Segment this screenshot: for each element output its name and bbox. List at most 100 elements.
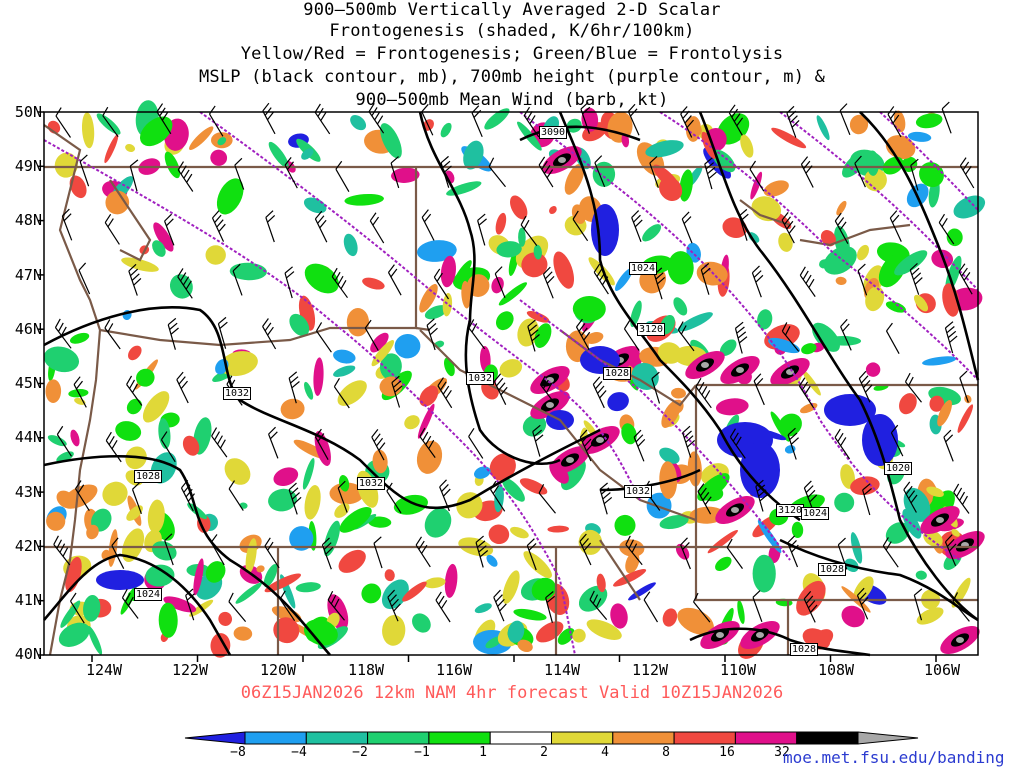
shade-blob (800, 402, 818, 414)
shade-blob (498, 282, 528, 306)
wind-barb (185, 588, 195, 621)
wind-barb (264, 537, 280, 569)
shade-frontolysis (862, 414, 898, 466)
shade-blob (219, 351, 258, 377)
shade-blob (642, 224, 662, 242)
wind-barb (545, 591, 556, 623)
wind-barb (468, 428, 484, 459)
shade-blob (850, 476, 880, 495)
shade-blob (801, 343, 817, 355)
shade-frontolysis (824, 394, 876, 426)
shade-blob (268, 141, 289, 168)
shade-blob (856, 244, 870, 261)
shade-core-max (956, 637, 964, 643)
wind-barb (167, 317, 179, 350)
source-url: moe.met.fsu.edu/banding (783, 748, 1005, 767)
wind-barb (623, 320, 640, 351)
title-line-4: MSLP (black contour, mb), 700mb height (… (198, 67, 826, 87)
shade-blob (382, 615, 406, 646)
shade-blob (572, 295, 606, 322)
wind-barb (56, 425, 73, 457)
shade-blob (302, 457, 315, 490)
shade-blob (673, 297, 688, 316)
shade-blob (391, 167, 420, 183)
shade-blob (334, 503, 350, 518)
shade-blob (393, 494, 428, 515)
wind-barb (176, 371, 189, 404)
shade-blob (69, 332, 90, 344)
wind-barb (542, 266, 555, 299)
shade-blob (645, 140, 684, 158)
shade-core-max (596, 437, 604, 443)
shade-blob (621, 423, 637, 445)
wind-barb (70, 592, 85, 624)
shade-blob (614, 514, 636, 536)
wind-barb (435, 591, 451, 623)
wind-barb (787, 535, 799, 568)
wind-barb (177, 268, 193, 299)
wind-barb (477, 213, 487, 246)
wind-barb (335, 160, 350, 192)
shade-blob (677, 607, 714, 635)
wind-barb (593, 263, 609, 295)
shade-blob (193, 558, 204, 596)
shade-blob (737, 599, 745, 625)
wind-barb (279, 590, 296, 622)
colorbar (184, 731, 919, 745)
shade-blob (750, 171, 763, 200)
shade-blob (915, 570, 927, 580)
wind-barb (268, 426, 279, 459)
wind-barb (79, 154, 90, 187)
shade-blob (687, 451, 702, 487)
wind-barb (695, 377, 712, 409)
wind-barb (333, 377, 350, 409)
wind-barb (594, 155, 606, 188)
colorbar-segment (489, 731, 553, 745)
shade-blob (404, 415, 420, 430)
wind-barb (953, 483, 970, 514)
shade-blob (125, 143, 136, 153)
shade-blob (268, 488, 297, 512)
shade-blob (885, 301, 906, 313)
wind-barb (728, 104, 744, 136)
wind-barb (680, 537, 691, 570)
shade-blob (517, 639, 533, 653)
shade-blob (367, 516, 392, 528)
wind-barb (468, 319, 486, 350)
shade-blob (849, 114, 869, 135)
lat-label: 47N (14, 266, 42, 284)
shade-blob (907, 131, 932, 142)
shade-blob (58, 622, 90, 647)
wind-barb (904, 372, 922, 403)
mslp-contours (43, 111, 980, 657)
shade-blob (953, 195, 986, 219)
wind-barb (752, 590, 763, 623)
wind-barb (415, 536, 431, 568)
wind-barb (909, 262, 923, 295)
wind-barb (131, 482, 142, 515)
shade-blob (866, 150, 880, 176)
wind-barb (572, 210, 589, 242)
shade-blob (929, 395, 945, 412)
shade-blob (553, 251, 575, 289)
shade-blob (273, 467, 299, 487)
shade-blob (235, 582, 262, 604)
shade-blob (596, 573, 606, 593)
wind-barb (364, 319, 379, 351)
shade-blob (229, 262, 267, 281)
wind-barb (952, 592, 970, 622)
wind-barb (944, 321, 958, 354)
wind-barb (575, 318, 591, 350)
wind-barb (885, 322, 900, 354)
wind-barb (834, 212, 849, 244)
wind-barb (390, 156, 400, 189)
wind-barb (944, 534, 957, 567)
shade-blob (677, 312, 713, 332)
shade-blob (488, 524, 510, 545)
wind-barb (386, 482, 402, 514)
wind-barb (938, 213, 955, 245)
shade-blob (264, 573, 302, 593)
wind-barb (391, 375, 403, 408)
wind-barbs (53, 101, 975, 624)
wind-barb (753, 373, 765, 406)
